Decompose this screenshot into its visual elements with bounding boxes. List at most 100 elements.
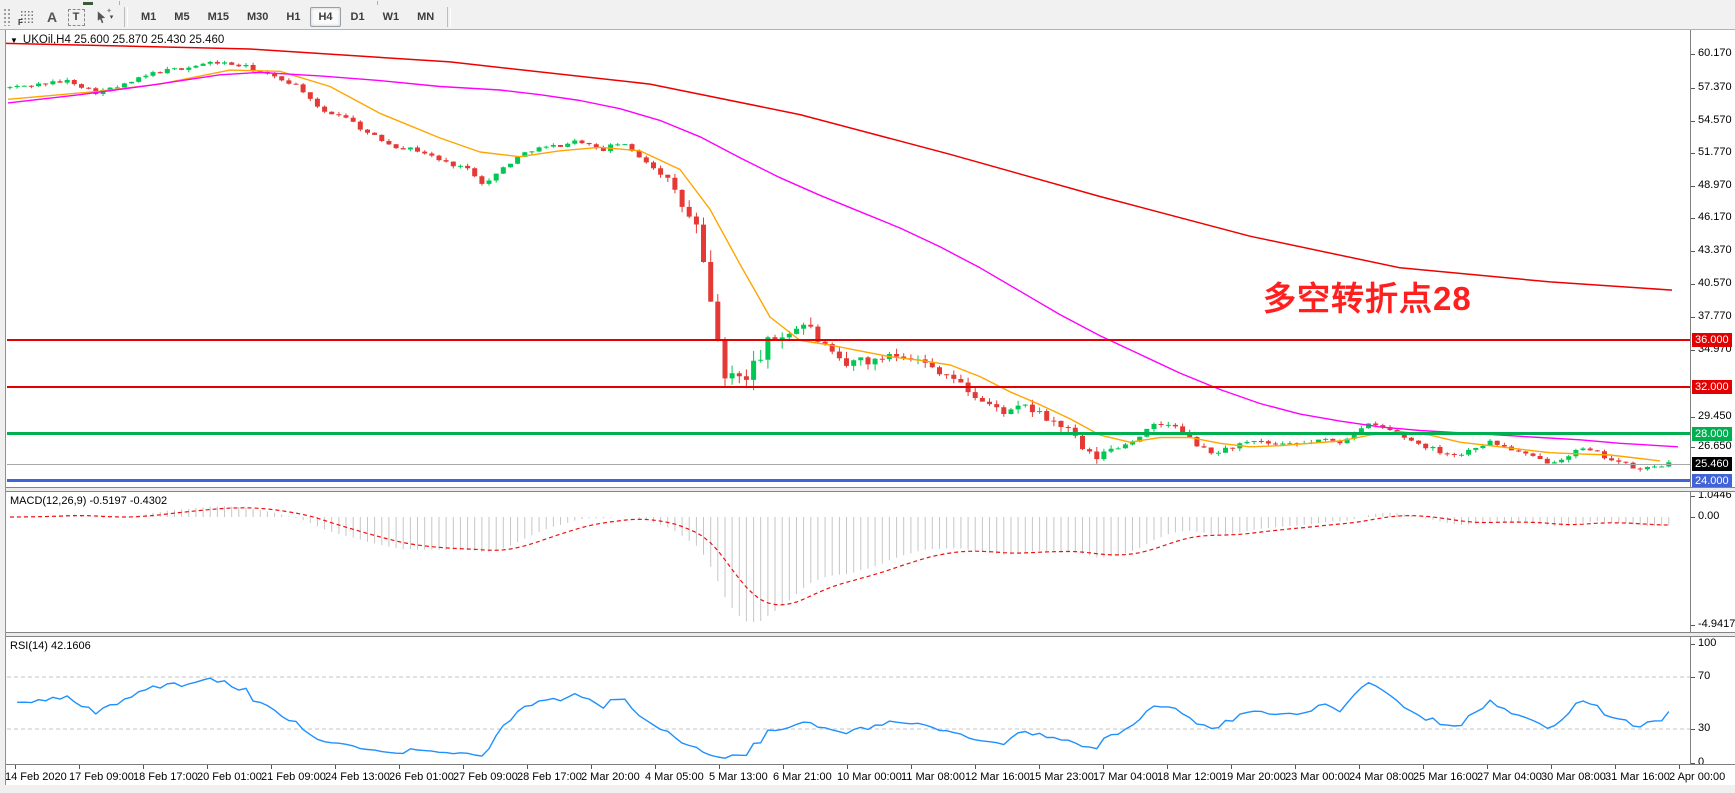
indicator-scale-tick [1691,625,1695,626]
toolbar-separator [447,7,452,27]
price-tick [1691,54,1695,55]
dropdown-caret-icon: ▾ [109,14,114,21]
price-tick-label: 29.450 [1698,410,1732,422]
time-tick [847,765,848,769]
price-level-badge-24.000: 24.000 [1692,473,1732,488]
time-tick [655,765,656,769]
price-tick-label: 43.370 [1698,244,1732,256]
time-tick [1615,765,1616,769]
time-tick [271,765,272,769]
price-tick-label: 60.170 [1698,47,1732,59]
indicator-scale-tick [1691,763,1695,764]
level-line-28.000[interactable] [7,432,1690,436]
time-tick-label: 14 Feb 2020 [5,771,67,783]
timeframe-button-mn[interactable]: MN [417,11,435,23]
window-bottom-edge [0,785,1735,793]
price-tick-label: 54.570 [1698,114,1732,126]
toolbar: F A T ✦ ▾ M1 M5 M15 M30 H1 H4 D1 W1 MN [0,5,1735,30]
time-tick [143,765,144,769]
time-axis[interactable]: 14 Feb 2020 17 Feb 09:00 18 Feb 17:00 20 Fe… [0,764,1735,785]
time-tick-label: 6 Mar 21:00 [773,771,832,783]
indicator-scale-tick [1691,677,1695,678]
price-tick [1691,153,1695,154]
time-tick [207,765,208,769]
toolbar-remnant-mark [83,2,93,5]
toolbar-remnant-separator [377,1,378,5]
timeframe-button-h1[interactable]: H1 [286,11,301,23]
grid-dots-glyph [20,10,35,23]
toolbar-grip[interactable] [3,8,12,26]
time-tick [1039,765,1040,769]
time-tick-label: 26 Feb 01:00 [389,771,454,783]
price-level-badge-32.000: 32.000 [1692,380,1732,395]
indicator-scale-label: 0.00 [1698,510,1720,522]
letter-a-glyph: A [46,9,58,25]
macd-pane[interactable] [0,492,1690,632]
time-tick-label: 27 Feb 09:00 [453,771,518,783]
price-level-badge-28.000: 28.000 [1692,426,1732,441]
time-tick [1487,765,1488,769]
label-icon[interactable]: T [64,7,88,27]
macd-indicator-label: MACD(12,26,9) -0.5197 -0.4302 [10,495,168,507]
time-tick-label: 21 Feb 09:00 [261,771,326,783]
time-tick-label: 24 Feb 13:00 [325,771,390,783]
timeframe-button-h4[interactable]: H4 [310,7,341,27]
time-tick [1679,765,1680,769]
time-tick-label: 17 Mar 04:00 [1093,771,1158,783]
level-line-32.000[interactable] [7,386,1690,389]
indicator-scale-label: 100 [1698,637,1717,649]
objects-arrow-icon[interactable]: ✦ ▾ [88,7,120,27]
time-tick-label: 2 Mar 20:00 [581,771,640,783]
rsi-pane[interactable] [0,637,1690,764]
price-axis[interactable]: 36.000 32.000 28.000 24.000 25.460 60.170 57.3… [1690,30,1735,768]
time-tick-label: 24 Mar 08:00 [1349,771,1414,783]
main-chart-pane[interactable] [0,30,1690,487]
timeframe-button-m5[interactable]: M5 [174,11,190,23]
timeframe-button-w1[interactable]: W1 [382,11,400,23]
rsi-indicator-label: RSI(14) 42.1606 [10,640,91,652]
time-tick-label: 4 Mar 05:00 [645,771,704,783]
letter-t-glyph: T [67,8,85,26]
time-tick [1359,765,1360,769]
price-tick-label: 40.570 [1698,277,1732,289]
indicator-scale-tick [1691,729,1695,730]
grid-f-glyph: F [18,18,23,27]
price-level-badge-36.000: 36.000 [1692,333,1732,348]
time-tick-label: 30 Mar 08:00 [1541,771,1606,783]
time-tick [335,765,336,769]
sparkle-glyph: ✦ [106,8,112,15]
time-tick-label: 15 Mar 23:00 [1029,771,1094,783]
level-line-36.000[interactable] [7,339,1690,342]
indicator-scale-tick [1691,496,1695,497]
cursor-arrow-glyph [97,11,105,24]
pane-splitter[interactable] [0,632,1735,637]
time-tick-label: 10 Mar 00:00 [837,771,902,783]
time-tick [591,765,592,769]
time-tick-label: 27 Mar 04:00 [1477,771,1542,783]
indicator-scale-label: -4.9417 [1698,618,1735,630]
price-tick-label: 57.370 [1698,81,1732,93]
timeframe-button-m15[interactable]: M15 [207,11,229,23]
bid-price-line [7,463,1690,465]
time-tick-label: 2 Apr 00:00 [1669,771,1726,783]
level-line-24.000[interactable] [7,479,1690,483]
indicator-scale-label: 0 [1698,756,1705,768]
chart-title: ▼ UKOil,H4 25.600 25.870 25.430 25.460 [10,34,224,46]
time-tick [1167,765,1168,769]
price-tick-label: 51.770 [1698,146,1732,158]
time-tick [463,765,464,769]
toolbar-remnant-strip [0,0,1735,5]
grid-icon[interactable]: F [16,7,40,27]
time-tick [79,765,80,769]
chart-annotation-text[interactable]: 多空转折点28 [1263,280,1472,317]
time-tick-label: 18 Mar 12:00 [1157,771,1222,783]
timeframe-button-m30[interactable]: M30 [246,11,269,23]
text-icon[interactable]: A [40,7,64,27]
time-tick-label: 28 Feb 17:00 [517,771,582,783]
time-tick-label: 18 Feb 17:00 [133,771,198,783]
timeframe-button-m1[interactable]: M1 [141,11,157,23]
chart-menu-arrow-icon[interactable]: ▼ [10,36,18,45]
pane-splitter[interactable] [0,487,1735,492]
timeframe-button-d1[interactable]: D1 [350,11,365,23]
